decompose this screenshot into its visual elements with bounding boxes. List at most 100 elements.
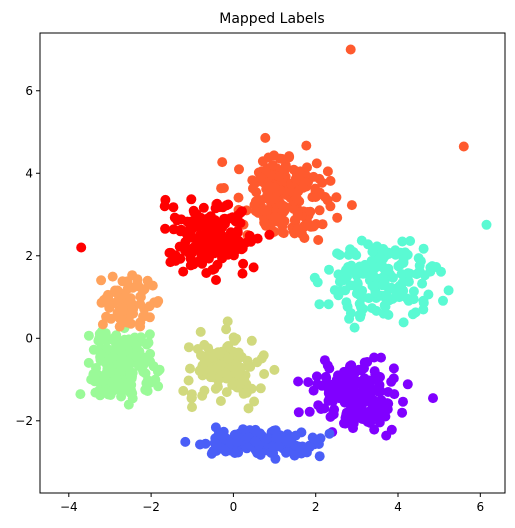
scatter-point (260, 132, 271, 143)
scatter-point (231, 437, 242, 447)
scatter-point (107, 271, 118, 282)
scatter-point (248, 183, 258, 194)
scatter-point (314, 451, 325, 462)
scatter-point (198, 202, 209, 213)
scatter-point (269, 182, 280, 193)
scatter-point (352, 267, 363, 278)
scatter-point (298, 182, 309, 193)
scatter-point (362, 410, 373, 421)
scatter-point (83, 357, 94, 368)
scatter-point (144, 329, 155, 340)
scatter-point (186, 392, 197, 403)
scatter-point (111, 287, 122, 298)
scatter-point (383, 247, 394, 258)
scatter-point (116, 342, 127, 352)
scatter-point (139, 359, 149, 370)
scatter-point (127, 282, 138, 293)
scatter-point (369, 366, 380, 377)
scatter-point (377, 272, 388, 283)
scatter-point (322, 379, 333, 390)
scatter-point (131, 340, 142, 351)
scatter-point (211, 221, 222, 231)
scatter-point (197, 239, 208, 250)
scatter-point (383, 309, 394, 320)
scatter-point (331, 192, 342, 203)
scatter-point (220, 446, 231, 457)
x-tick-label: 2 (312, 500, 320, 514)
scatter-point (224, 237, 235, 247)
scatter-point (458, 141, 469, 152)
scatter-point (204, 231, 215, 242)
scatter-point (323, 299, 334, 310)
scatter-point (144, 301, 155, 312)
y-tick-label: 2 (25, 249, 33, 263)
scatter-point (260, 165, 271, 176)
scatter-point (304, 406, 315, 417)
scatter-point (195, 364, 206, 375)
scatter-point (345, 308, 356, 319)
scatter-point (339, 366, 349, 377)
scatter-point (262, 188, 273, 199)
scatter-point (310, 192, 321, 202)
scatter-point (291, 193, 302, 204)
scatter-point (143, 337, 154, 348)
y-tick-label: 6 (25, 84, 33, 98)
scatter-point (159, 201, 170, 212)
scatter-point (380, 301, 391, 312)
scatter-point (292, 223, 303, 234)
scatter-point (374, 400, 385, 411)
scatter-point (183, 342, 194, 353)
scatter-point (250, 436, 261, 447)
scatter-point (130, 351, 141, 361)
scatter-point (101, 293, 112, 304)
scatter-point (274, 171, 285, 182)
scatter-point (250, 196, 261, 207)
scatter-point (271, 432, 282, 443)
scatter-point (185, 363, 195, 374)
scatter-point (324, 428, 335, 439)
points-layer (75, 44, 492, 464)
scatter-point (322, 195, 333, 206)
scatter-point (214, 202, 225, 213)
scatter-point (232, 227, 243, 238)
scatter-point (313, 235, 324, 245)
scatter-point (235, 378, 246, 389)
scatter-point (366, 255, 377, 266)
scatter-point (428, 393, 438, 404)
scatter-point (212, 259, 223, 270)
scatter-point (276, 153, 287, 164)
scatter-point (322, 166, 333, 177)
scatter-point (314, 299, 325, 310)
scatter-point (308, 385, 319, 396)
scatter-point (145, 377, 156, 388)
scatter-point (195, 218, 206, 229)
scatter-point (216, 183, 227, 194)
scatter-point (172, 215, 183, 226)
scatter-point (97, 319, 108, 330)
scatter-point (403, 295, 414, 306)
scatter-point (115, 313, 126, 324)
scatter-point (339, 396, 350, 407)
scatter-point (125, 293, 136, 304)
x-tick-label: 6 (476, 500, 484, 514)
scatter-point (192, 344, 203, 354)
scatter-point (249, 396, 260, 407)
scatter-point (255, 428, 266, 439)
scatter-point (355, 309, 366, 320)
scatter-point (96, 275, 107, 286)
scatter-point (75, 389, 86, 400)
scatter-point (423, 289, 434, 300)
scatter-point (345, 244, 356, 255)
scatter-point (386, 376, 397, 387)
scatter-point (270, 211, 281, 222)
scatter-point (95, 390, 106, 401)
scatter-point (353, 364, 364, 375)
scatter-point (135, 317, 146, 328)
scatter-point (314, 205, 325, 216)
scatter-point (206, 372, 217, 382)
y-tick-label: 0 (25, 331, 33, 345)
scatter-point (408, 286, 419, 297)
x-tick-label: −2 (142, 500, 160, 514)
x-tick-label: −4 (60, 500, 78, 514)
scatter-point (237, 243, 248, 254)
